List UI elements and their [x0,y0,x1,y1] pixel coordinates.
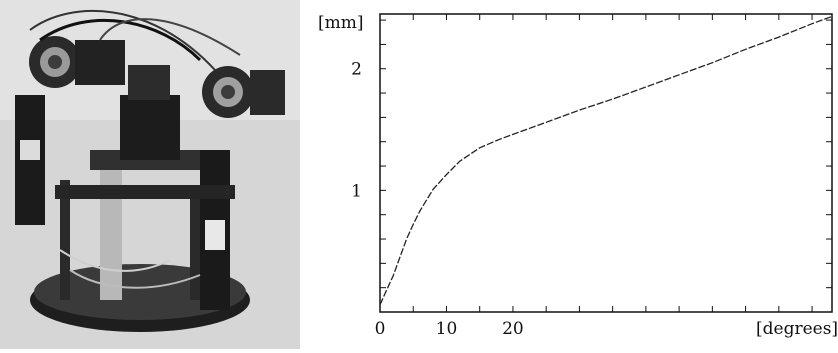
x-tick-label: 10 [436,319,458,339]
chart-svg: [mm] [degrees] 0 10 20 1 2 [318,13,838,339]
y-tick-label: 2 [351,60,362,80]
x-axis-unit-label: [degrees] [756,319,838,339]
robot-head-photo [0,0,300,349]
robot-head-icon [0,0,300,349]
x-tick-label: 0 [375,319,386,339]
plot-frame [379,13,833,313]
displacement-chart: [mm] [degrees] 0 10 20 1 2 [300,0,838,349]
y-axis-unit-label: [mm] [318,13,364,33]
axis-ticks [379,14,832,312]
y-tick-label: 1 [351,181,362,201]
series-line [379,15,833,305]
x-tick-label: 20 [502,319,524,339]
tick-labels: 0 10 20 1 2 [351,60,524,339]
